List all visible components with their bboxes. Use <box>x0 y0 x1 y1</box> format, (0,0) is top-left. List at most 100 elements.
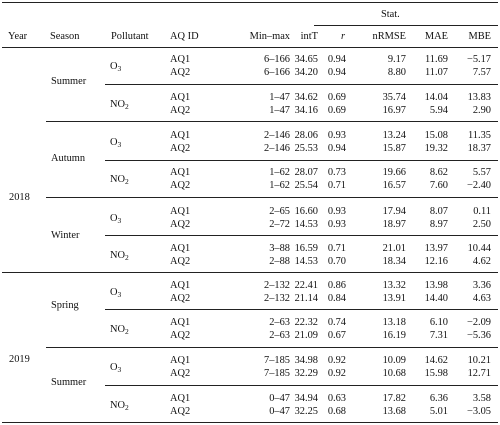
cell-aq-id: AQ2 <box>170 180 191 191</box>
col-header-season: Season <box>50 31 80 42</box>
season-rule <box>46 197 498 198</box>
cell-mae: 14.62 <box>424 355 448 366</box>
cell-r: 0.93 <box>327 219 346 230</box>
cell-aq-id: AQ1 <box>170 54 191 65</box>
cell-aq-id: AQ2 <box>170 406 191 417</box>
cell-minmax: 2–146 <box>264 143 290 154</box>
cell-nrmse: 16.57 <box>382 180 406 191</box>
stat-group-rule <box>314 25 498 26</box>
cell-aq-id: AQ1 <box>170 167 191 178</box>
cell-mbe: 5.57 <box>472 167 491 178</box>
pollutant-subscript: 3 <box>117 64 122 73</box>
col-header-intt: intT <box>300 31 318 42</box>
bottom-rule <box>2 422 498 423</box>
pollutant-subscript: 3 <box>117 365 122 374</box>
cell-aq-id: AQ1 <box>170 130 191 141</box>
cell-mae: 6.10 <box>429 317 448 328</box>
cell-intt: 34.20 <box>294 67 318 78</box>
cell-mbe: 3.36 <box>472 280 491 291</box>
cell-nrmse: 13.18 <box>382 317 406 328</box>
pollutant-subscript: 2 <box>125 102 129 111</box>
cell-intt: 28.06 <box>294 130 318 141</box>
cell-mbe: −2.40 <box>466 180 491 191</box>
cell-mae: 14.04 <box>424 92 448 103</box>
pollutant-base: O <box>110 137 118 148</box>
cell-r: 0.94 <box>327 67 346 78</box>
cell-nrmse: 13.32 <box>382 280 406 291</box>
cell-intt: 25.54 <box>294 180 318 191</box>
pollutant-subscript: 2 <box>125 177 129 186</box>
pollutant-rule <box>105 235 498 236</box>
cell-aq-id: AQ2 <box>170 330 191 341</box>
cell-r: 0.92 <box>327 368 346 379</box>
pollutant-label: O3 <box>110 213 121 224</box>
cell-minmax: 2–88 <box>269 256 290 267</box>
cell-aq-id: AQ1 <box>170 243 191 254</box>
col-header-year: Year <box>8 31 28 42</box>
cell-mae: 8.62 <box>429 167 448 178</box>
top-rule <box>2 2 498 3</box>
pollutant-base: O <box>110 362 118 373</box>
pollutant-rule <box>105 309 498 310</box>
col-header-aq-id: AQ ID <box>170 31 199 42</box>
pollutant-label: O3 <box>110 362 122 374</box>
cell-nrmse: 13.24 <box>382 130 406 141</box>
cell-nrmse: 15.87 <box>382 143 406 154</box>
cell-r: 0.73 <box>327 167 346 178</box>
cell-intt: 25.53 <box>294 143 318 154</box>
cell-r: 0.71 <box>327 180 346 191</box>
cell-minmax: 1–62 <box>269 167 290 178</box>
pollutant-subscript: 3 <box>117 290 122 299</box>
cell-mae: 19.32 <box>424 143 448 154</box>
cell-minmax: 7–185 <box>264 368 290 379</box>
cell-aq-id: AQ1 <box>170 280 191 291</box>
cell-nrmse: 16.97 <box>382 105 406 116</box>
cell-r: 0.68 <box>327 406 346 417</box>
cell-nrmse: 10.09 <box>382 355 406 366</box>
cell-intt: 22.41 <box>294 280 318 291</box>
cell-r: 0.84 <box>327 293 346 304</box>
pollutant-base: NO <box>110 250 126 261</box>
year-label: 2019 <box>9 354 30 365</box>
pollutant-base: O <box>110 213 118 224</box>
cell-intt: 32.29 <box>294 368 318 379</box>
cell-intt: 14.53 <box>294 219 318 230</box>
cell-minmax: 2–132 <box>264 293 290 304</box>
cell-nrmse: 18.97 <box>382 219 406 230</box>
cell-mae: 8.07 <box>429 206 448 217</box>
cell-mbe: −2.09 <box>466 317 491 328</box>
cell-mae: 5.94 <box>429 105 448 116</box>
pollutant-base: NO <box>110 324 126 335</box>
cell-mbe: 12.71 <box>467 368 491 379</box>
cell-intt: 22.32 <box>294 317 318 328</box>
cell-intt: 28.07 <box>294 167 318 178</box>
cell-intt: 16.59 <box>294 243 318 254</box>
pollutant-label: O3 <box>110 61 122 73</box>
pollutant-label: O3 <box>110 287 122 299</box>
cell-nrmse: 35.74 <box>382 92 406 103</box>
cell-aq-id: AQ2 <box>170 105 191 116</box>
cell-r: 0.93 <box>327 130 346 141</box>
col-header-r: r <box>341 31 346 42</box>
season-label: Spring <box>51 300 79 311</box>
cell-mbe: 13.83 <box>467 92 491 103</box>
cell-r: 0.93 <box>327 206 346 217</box>
col-header-pollutant: Pollutant <box>111 31 149 42</box>
cell-intt: 16.60 <box>294 206 318 217</box>
pollutant-base: O <box>110 287 118 298</box>
cell-intt: 14.53 <box>294 256 318 267</box>
cell-minmax: 3–88 <box>269 243 290 254</box>
cell-mae: 6.36 <box>429 393 448 404</box>
cell-nrmse: 8.80 <box>387 67 406 78</box>
pollutant-label: NO2 <box>110 99 129 111</box>
cell-mbe: 18.37 <box>467 143 491 154</box>
cell-intt: 21.14 <box>294 293 318 304</box>
cell-minmax: 2–63 <box>269 317 290 328</box>
cell-nrmse: 9.17 <box>387 54 406 65</box>
pollutant-label: O3 <box>110 137 121 148</box>
cell-nrmse: 18.34 <box>382 256 406 267</box>
cell-minmax: 6–166 <box>264 54 290 65</box>
cell-mbe: 10.21 <box>467 355 491 366</box>
cell-mbe: 3.58 <box>472 393 491 404</box>
